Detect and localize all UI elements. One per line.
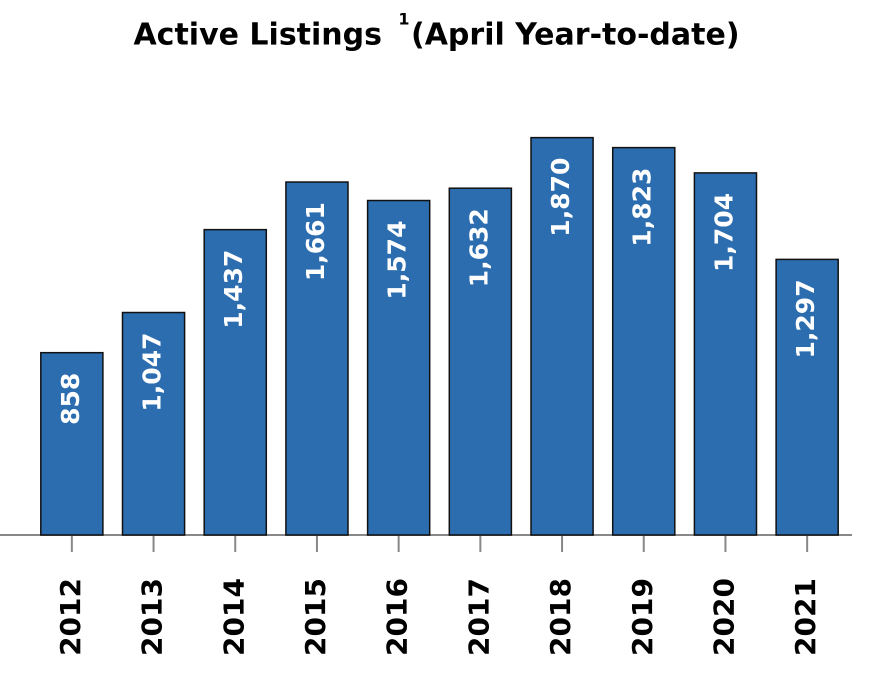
value-label: 1,437 (219, 250, 248, 329)
bar (203, 228, 268, 536)
x-tick-label: 2014 (217, 578, 250, 656)
chart-title: Active Listings (133, 18, 382, 53)
x-tick-label: 2016 (381, 578, 414, 656)
title-footnote: 1 (398, 10, 409, 29)
bar (775, 258, 839, 536)
chart-subtitle: (April Year-to-date) (411, 18, 740, 53)
x-tick-label: 2017 (462, 578, 495, 656)
bar (40, 351, 104, 536)
x-tick-label: 2018 (544, 578, 577, 656)
bar (285, 181, 349, 536)
x-tick-label: 2013 (136, 578, 169, 656)
x-tick-label: 2020 (707, 578, 740, 656)
value-label: 858 (56, 373, 85, 425)
value-label: 1,297 (791, 279, 820, 358)
value-label: 1,574 (383, 221, 412, 300)
x-tick-label: 2019 (626, 578, 659, 656)
bar (121, 311, 186, 536)
value-label: 1,632 (464, 208, 493, 287)
value-label: 1,661 (301, 202, 330, 281)
value-label: 1,704 (709, 193, 738, 272)
value-label: 1,047 (138, 333, 167, 412)
value-label: 1,823 (628, 168, 657, 247)
x-tick-label: 2012 (54, 578, 87, 656)
x-tick-label: 2015 (299, 578, 332, 656)
bar (611, 146, 676, 536)
bar (366, 199, 431, 536)
bar (448, 187, 513, 536)
x-tick-label: 2021 (789, 578, 822, 656)
bar (693, 172, 758, 536)
value-label: 1,870 (546, 158, 575, 237)
bar (530, 136, 594, 536)
